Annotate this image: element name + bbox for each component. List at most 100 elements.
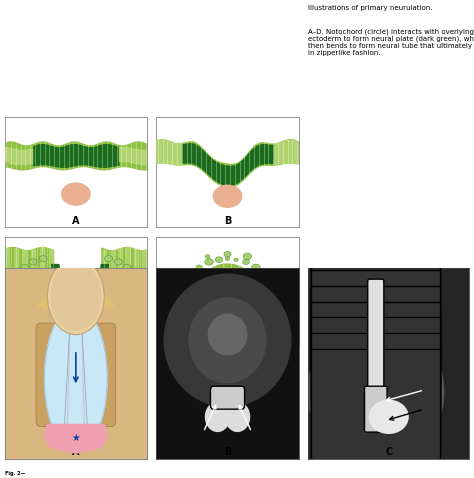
FancyBboxPatch shape <box>357 346 394 360</box>
Bar <box>40 247 44 267</box>
Text: A: A <box>72 447 80 457</box>
Circle shape <box>130 271 138 277</box>
Bar <box>266 273 270 293</box>
Ellipse shape <box>205 402 230 432</box>
Polygon shape <box>221 278 234 288</box>
FancyBboxPatch shape <box>357 393 394 407</box>
Polygon shape <box>45 424 107 453</box>
Circle shape <box>123 264 131 271</box>
Ellipse shape <box>215 392 240 423</box>
Bar <box>166 272 170 292</box>
Ellipse shape <box>164 273 292 407</box>
Bar <box>118 249 122 268</box>
FancyBboxPatch shape <box>357 314 394 328</box>
Ellipse shape <box>369 400 409 434</box>
Circle shape <box>62 183 90 205</box>
FancyBboxPatch shape <box>311 317 440 435</box>
Circle shape <box>205 259 213 265</box>
Text: C: C <box>385 447 392 457</box>
FancyBboxPatch shape <box>210 386 245 409</box>
FancyBboxPatch shape <box>311 349 440 467</box>
FancyBboxPatch shape <box>357 330 394 344</box>
Bar <box>279 141 283 163</box>
FancyBboxPatch shape <box>0 210 190 478</box>
FancyBboxPatch shape <box>357 282 394 296</box>
Bar <box>138 150 143 164</box>
Circle shape <box>213 185 242 207</box>
FancyBboxPatch shape <box>311 286 440 404</box>
Bar <box>142 250 146 270</box>
Circle shape <box>225 257 230 261</box>
Circle shape <box>251 273 255 277</box>
Bar <box>4 147 8 162</box>
Ellipse shape <box>189 297 266 383</box>
Circle shape <box>215 257 223 262</box>
Circle shape <box>105 256 112 261</box>
Ellipse shape <box>307 349 347 435</box>
Bar <box>166 141 171 163</box>
Bar <box>275 274 279 294</box>
Polygon shape <box>213 272 242 294</box>
FancyBboxPatch shape <box>357 377 394 391</box>
Bar <box>157 272 161 292</box>
Text: B: B <box>224 216 231 226</box>
Polygon shape <box>203 264 252 302</box>
Text: D: D <box>224 336 231 346</box>
FancyBboxPatch shape <box>311 333 440 451</box>
FancyBboxPatch shape <box>311 302 440 420</box>
Bar <box>14 149 18 163</box>
FancyBboxPatch shape <box>36 323 64 426</box>
Circle shape <box>29 259 37 265</box>
Polygon shape <box>63 288 89 298</box>
Text: A–D. Notochord (circle) interacts with overlying
ectoderm to form neural plate (: A–D. Notochord (circle) interacts with o… <box>309 28 474 56</box>
Text: C: C <box>72 336 80 346</box>
FancyBboxPatch shape <box>311 254 440 372</box>
Circle shape <box>115 259 122 265</box>
Bar <box>28 149 32 163</box>
Circle shape <box>21 264 28 271</box>
Ellipse shape <box>225 402 250 432</box>
Bar <box>102 249 106 268</box>
Polygon shape <box>45 306 107 451</box>
Circle shape <box>215 307 240 327</box>
Bar <box>14 248 18 267</box>
Bar <box>124 147 128 161</box>
Bar <box>284 140 289 163</box>
Bar <box>183 272 187 292</box>
Polygon shape <box>53 288 99 306</box>
Bar <box>161 140 165 163</box>
Bar <box>274 143 278 164</box>
FancyBboxPatch shape <box>260 210 474 478</box>
Bar <box>129 148 133 162</box>
FancyBboxPatch shape <box>311 238 440 356</box>
FancyBboxPatch shape <box>311 270 440 388</box>
Bar <box>191 272 195 292</box>
Circle shape <box>224 251 231 257</box>
Bar <box>174 274 178 294</box>
Circle shape <box>14 271 21 277</box>
Bar <box>295 141 299 163</box>
Text: Illustrations of primary neurulation.: Illustrations of primary neurulation. <box>309 5 433 11</box>
Circle shape <box>63 313 89 332</box>
Circle shape <box>252 264 260 271</box>
Bar <box>290 140 294 163</box>
Bar <box>177 143 181 164</box>
FancyBboxPatch shape <box>357 298 394 312</box>
Bar <box>9 148 13 163</box>
Circle shape <box>243 259 249 264</box>
Bar <box>110 250 114 270</box>
Circle shape <box>50 262 101 331</box>
Text: A: A <box>72 216 80 226</box>
FancyBboxPatch shape <box>357 361 394 376</box>
Bar <box>48 249 52 269</box>
Bar <box>31 249 35 269</box>
Bar <box>285 271 289 291</box>
Bar <box>18 150 23 164</box>
Bar <box>23 250 27 270</box>
Ellipse shape <box>404 349 444 435</box>
Circle shape <box>47 258 104 335</box>
Circle shape <box>199 272 205 278</box>
Ellipse shape <box>208 314 247 356</box>
Text: Fig. 2—: Fig. 2— <box>5 471 25 476</box>
Bar <box>143 150 147 164</box>
